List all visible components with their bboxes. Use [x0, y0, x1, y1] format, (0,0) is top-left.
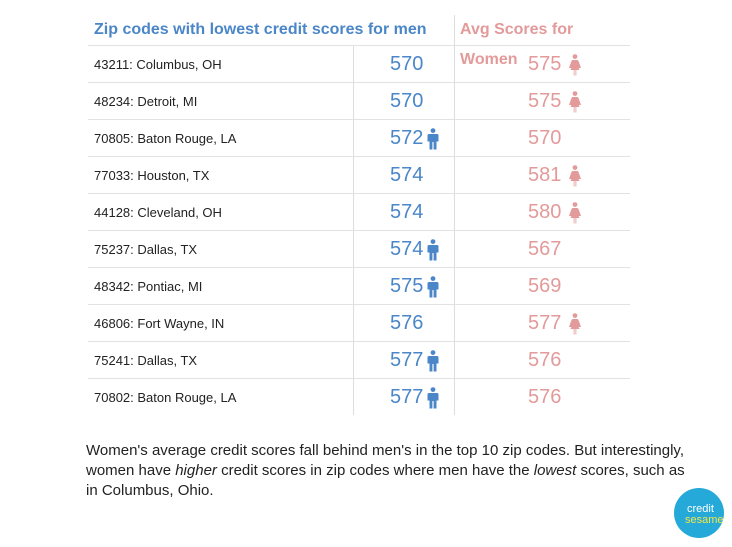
zip-location: 48342: Pontiac, MI [94, 279, 203, 294]
woman-icon [568, 91, 582, 113]
zip-location: 70802: Baton Rouge, LA [94, 390, 237, 405]
men-score: 570 [390, 53, 424, 75]
table-row: 46806: Fort Wayne, IN 576 577 [88, 304, 630, 342]
women-score: 580 [528, 201, 562, 223]
caption-emphasis-lowest: lowest [533, 462, 577, 479]
caption-emphasis-higher: higher [175, 462, 217, 479]
logo-text-credit: credit [687, 503, 714, 515]
zip-location: 75237: Dallas, TX [94, 242, 198, 257]
men-score: 570 [390, 90, 424, 112]
women-score: 576 [528, 349, 562, 371]
woman-icon [568, 202, 582, 224]
man-icon [426, 276, 440, 298]
men-score: 574 [390, 201, 424, 223]
table-row: 44128: Cleveland, OH 574 580 [88, 193, 630, 231]
credit-sesame-logo: credit sesame [674, 488, 724, 538]
zip-location: 48234: Detroit, MI [94, 94, 198, 109]
zip-location: 43211: Columbus, OH [94, 57, 222, 72]
caption-part: Women's average credit scores fall behin… [86, 442, 684, 479]
woman-icon [568, 313, 582, 335]
women-score: 567 [528, 238, 562, 260]
zip-location: 44128: Cleveland, OH [94, 205, 222, 220]
men-score: 575 [390, 275, 424, 297]
table-row: 48234: Detroit, MI 570 575 [88, 82, 630, 120]
table-row: 75241: Dallas, TX 577 576 [88, 341, 630, 379]
caption-part: scores, such as in Columbus, Ohio. [86, 462, 685, 499]
woman-icon [568, 54, 582, 76]
table-row: 77033: Houston, TX 574 581 [88, 156, 630, 194]
women-score: 576 [528, 386, 562, 408]
women-score: 581 [528, 164, 562, 186]
man-icon [426, 350, 440, 372]
women-score: 569 [528, 275, 562, 297]
men-score: 574 [390, 164, 424, 186]
women-score: 577 [528, 312, 562, 334]
men-column-header: Zip codes with lowest credit scores for … [94, 21, 427, 38]
caption-part: credit scores in zip codes where men hav… [216, 462, 534, 479]
zip-location: 70805: Baton Rouge, LA [94, 131, 237, 146]
table-row: 70805: Baton Rouge, LA 572 570 [88, 119, 630, 157]
man-icon [426, 128, 440, 150]
table-row: 75237: Dallas, TX 574 567 [88, 230, 630, 268]
zip-location: 46806: Fort Wayne, IN [94, 316, 225, 331]
table-row: 48342: Pontiac, MI 575 569 [88, 267, 630, 305]
man-icon [426, 239, 440, 261]
women-column-header: Avg Scores for Women [460, 21, 574, 68]
table-row: 43211: Columbus, OH 570 575 [88, 45, 630, 83]
column-divider-women [454, 15, 455, 415]
caption-text: Women's average credit scores fall behin… [86, 441, 686, 501]
woman-icon [568, 165, 582, 187]
zip-location: 75241: Dallas, TX [94, 353, 198, 368]
men-score: 576 [390, 312, 424, 334]
table-row: 70802: Baton Rouge, LA 577 576 [88, 378, 630, 416]
zip-location: 77033: Houston, TX [94, 168, 210, 183]
women-score: 575 [528, 90, 562, 112]
logo-text-sesame: sesame [685, 514, 724, 526]
men-score: 577 [390, 386, 424, 408]
men-score: 574 [390, 238, 424, 260]
man-icon [426, 387, 440, 409]
women-score: 575 [528, 53, 562, 75]
women-score: 570 [528, 127, 562, 149]
men-score: 577 [390, 349, 424, 371]
men-score: 572 [390, 127, 424, 149]
